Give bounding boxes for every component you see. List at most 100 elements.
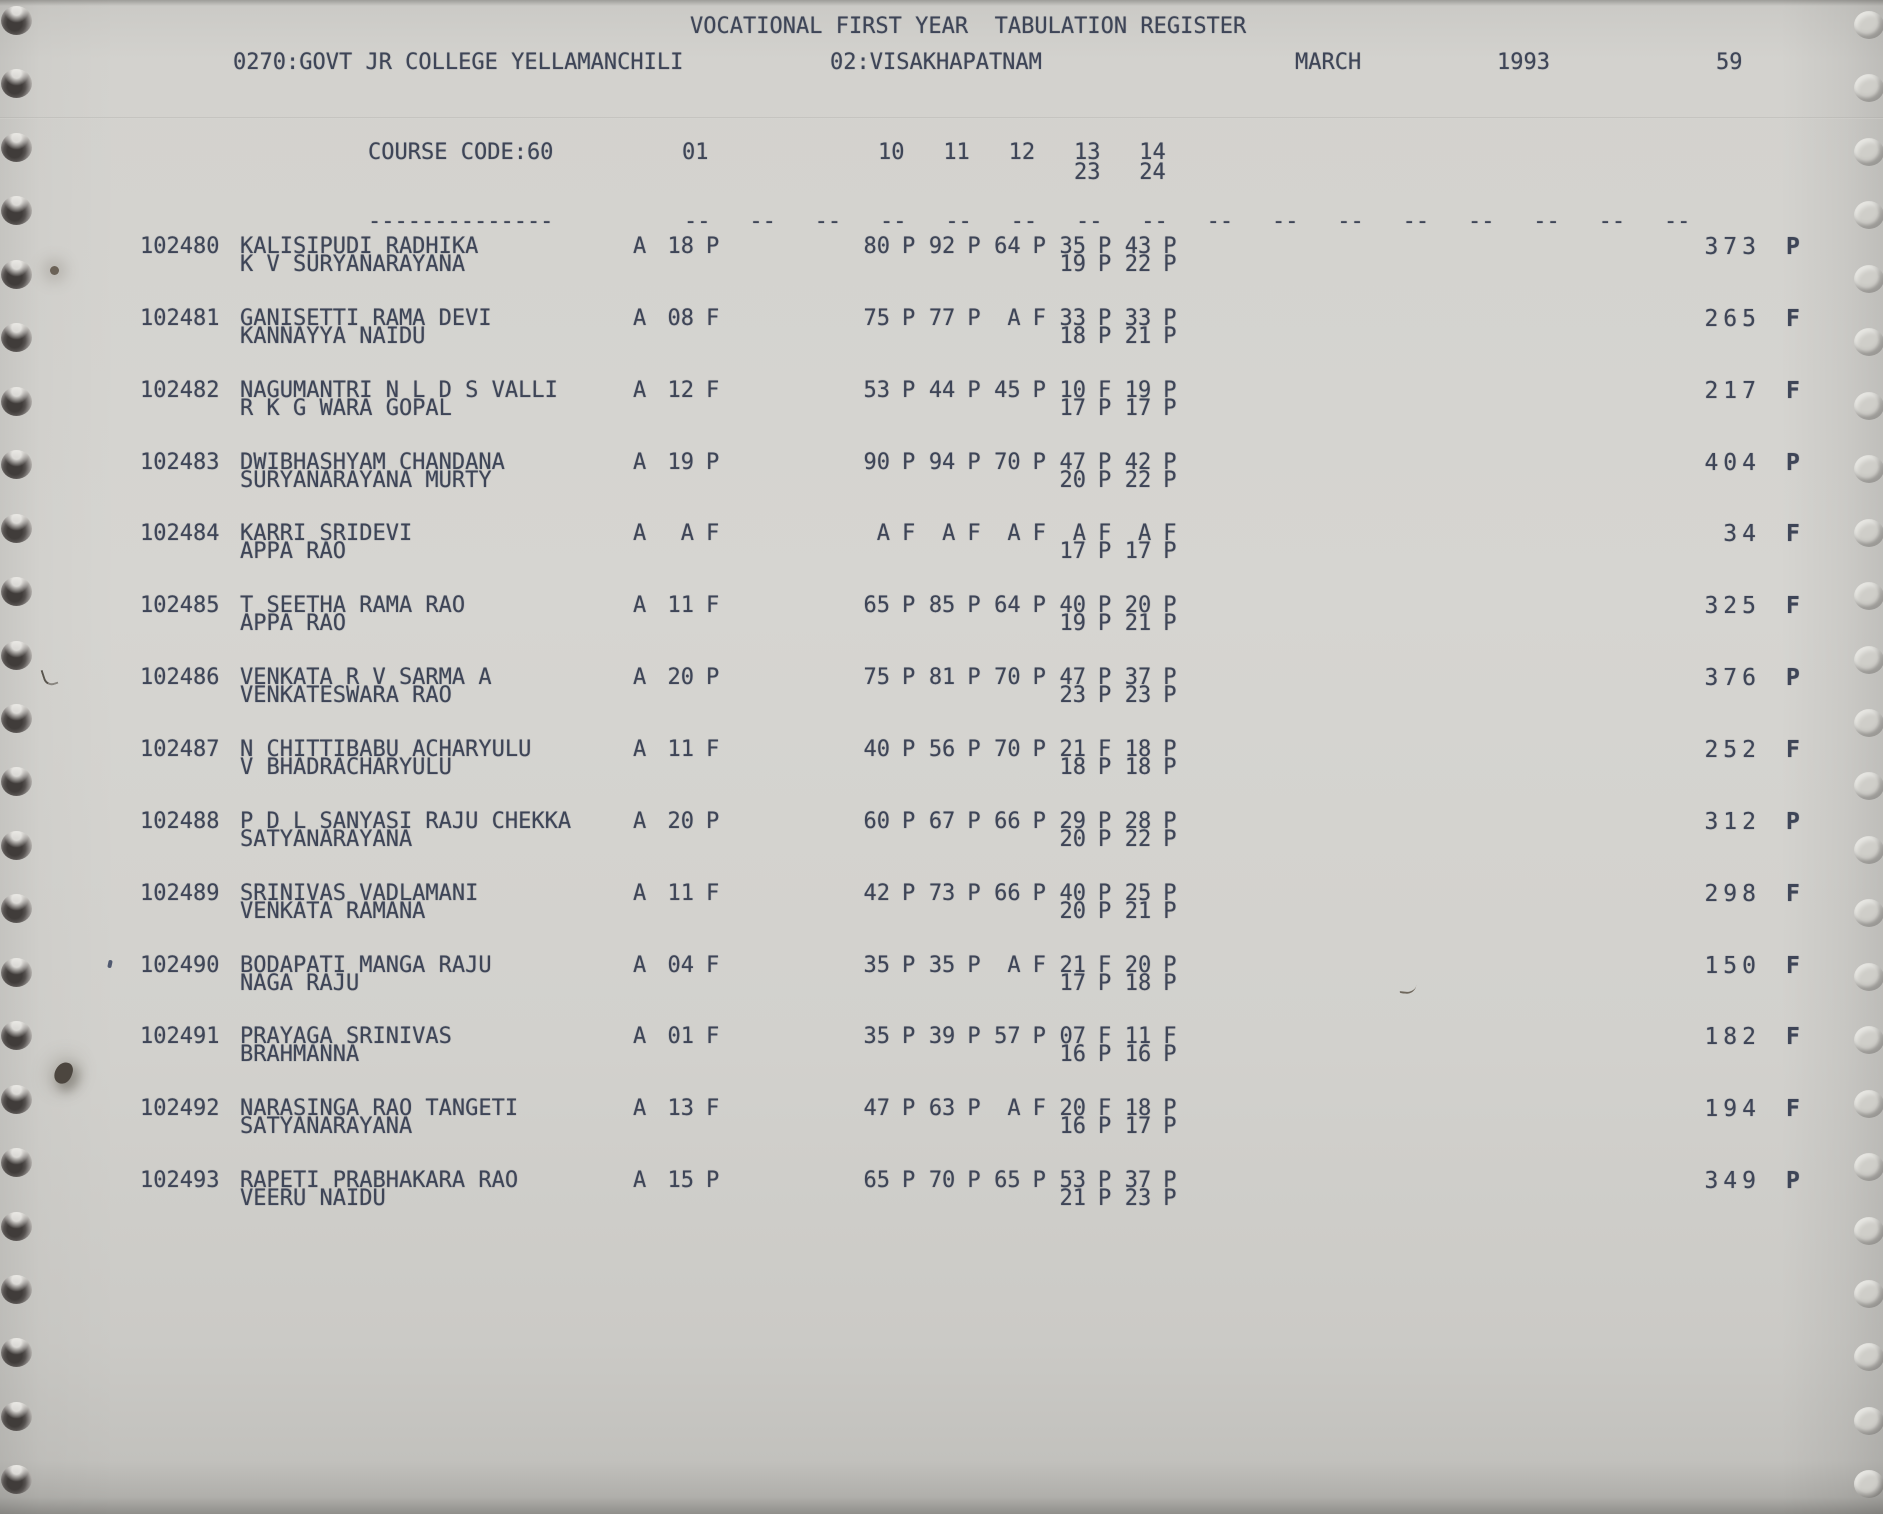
column-tick: -- <box>1598 209 1626 234</box>
punch-hole <box>1854 1153 1883 1181</box>
total-marks: 325 <box>1704 593 1761 619</box>
mark-result: P <box>1097 396 1112 421</box>
student-name: DWIBHASHYAM CHANDANA <box>240 450 505 475</box>
mark-value: 53 <box>1059 1168 1086 1193</box>
total-result: P <box>1786 234 1800 260</box>
mark-group: 65 P <box>836 595 915 617</box>
mark-result: P <box>1097 1186 1112 1211</box>
mark-result: F <box>706 737 720 762</box>
punch-hole <box>1854 1470 1883 1498</box>
mark-value: 35 <box>1059 234 1086 259</box>
mark-group: 56 P <box>901 739 981 761</box>
mark-result: P <box>1163 809 1177 834</box>
mark-group: 15 P <box>640 1170 720 1192</box>
ink-smudge <box>50 266 59 275</box>
mark-value: 81 <box>928 665 956 690</box>
punch-hole <box>1 1275 32 1304</box>
punch-hole <box>1 196 32 225</box>
mark-result: P <box>1163 665 1177 690</box>
mark-result: P <box>967 1168 981 1193</box>
mark-value: 16 <box>1059 1114 1086 1139</box>
table-row: 102488 P D L SANYASI RAJU CHEKKA SATYANA… <box>0 811 1883 855</box>
mark-result: P <box>1097 755 1112 780</box>
mark-value: 21 <box>1124 611 1152 636</box>
attendance: A <box>633 306 647 331</box>
mark-result: P <box>1163 953 1177 978</box>
mark-value: 47 <box>863 1096 890 1121</box>
mark-result: P <box>1032 1024 1046 1049</box>
mark-group: 73 P <box>901 883 981 905</box>
mark-value: 47 <box>1059 450 1086 475</box>
attendance: A <box>633 593 647 618</box>
mark-result: P <box>967 953 981 978</box>
column-header: 14 <box>1139 140 1166 165</box>
mark-group: 77 P <box>901 308 981 330</box>
punch-hole <box>1854 328 1883 356</box>
mark-group: 21 F <box>1032 955 1111 977</box>
mark-group: 11 F <box>640 595 720 617</box>
mark-result: F <box>1032 306 1046 331</box>
mark-group: 25 P <box>1097 883 1177 905</box>
mark-value: 11 <box>667 737 695 762</box>
total-result: P <box>1786 665 1800 691</box>
mark-result: F <box>1032 1096 1046 1121</box>
mark-result: P <box>1163 324 1177 349</box>
mark-result: P <box>1163 468 1177 493</box>
punch-hole <box>1854 138 1883 166</box>
mark-value: 47 <box>1059 665 1086 690</box>
student-name: BODAPATI MANGA RAJU <box>240 953 492 978</box>
mark-result: P <box>1097 539 1112 564</box>
father-name: NAGA RAJU <box>240 971 360 996</box>
mark-group: 17 P <box>1032 541 1111 563</box>
mark-group: 92 P <box>901 234 981 259</box>
mark-group: 33 P <box>1032 308 1111 330</box>
mark-group: 23 P <box>1097 1188 1177 1210</box>
mark-value: 20 <box>667 809 695 834</box>
mark-result: P <box>967 234 981 259</box>
mark-group: 22 P <box>1097 468 1177 493</box>
punch-hole <box>1854 836 1883 864</box>
total-result: F <box>1786 1024 1800 1050</box>
mark-result: F <box>706 378 720 403</box>
mark-group: 18 P <box>1097 973 1177 995</box>
punch-hole <box>1 704 32 733</box>
mark-result: P <box>1163 1168 1177 1193</box>
column-header: 01 <box>682 140 709 165</box>
mark-group: 19 P <box>640 452 720 474</box>
mark-value: 80 <box>863 234 890 259</box>
mark-value: 45 <box>994 378 1021 403</box>
mark-group: 23 P <box>1097 685 1177 707</box>
total-result: P <box>1786 450 1800 476</box>
mark-value: 90 <box>863 450 890 475</box>
total-result: F <box>1786 737 1800 763</box>
mark-result: P <box>1032 665 1046 690</box>
mark-value: 18 <box>1124 1096 1152 1121</box>
table-row: 102481 GANISETTI RAMA DEVI KANNAYYA NAID… <box>0 308 1883 352</box>
mark-result: P <box>706 809 720 834</box>
mark-result: P <box>1097 306 1112 331</box>
mark-value: 16 <box>1059 1042 1086 1067</box>
table-row: 102491 PRAYAGA SRINIVAS BRAHMANNA A 182 … <box>0 1026 1883 1070</box>
mark-group: 70 P <box>967 667 1046 689</box>
mark-result: P <box>1163 306 1177 331</box>
attendance: A <box>633 1096 647 1121</box>
mark-result: P <box>1032 450 1046 475</box>
reg-no: 102490 <box>140 953 220 978</box>
reg-no: 102487 <box>140 737 220 762</box>
mark-result: P <box>901 378 916 403</box>
father-name: APPA RAO <box>240 611 346 636</box>
mark-group: 94 P <box>901 452 981 474</box>
mark-result: P <box>1163 899 1177 924</box>
punch-hole <box>1854 392 1883 420</box>
mark-result: P <box>1163 539 1177 564</box>
mark-value: 44 <box>928 378 956 403</box>
mark-group: 90 P <box>836 452 915 474</box>
mark-value: 57 <box>994 1024 1021 1049</box>
page-title: VOCATIONAL FIRST YEAR TABULATION REGISTE… <box>690 14 1247 39</box>
mark-group: 19 P <box>1032 613 1111 635</box>
mark-result: P <box>706 234 720 259</box>
mark-value: A <box>1072 521 1086 546</box>
